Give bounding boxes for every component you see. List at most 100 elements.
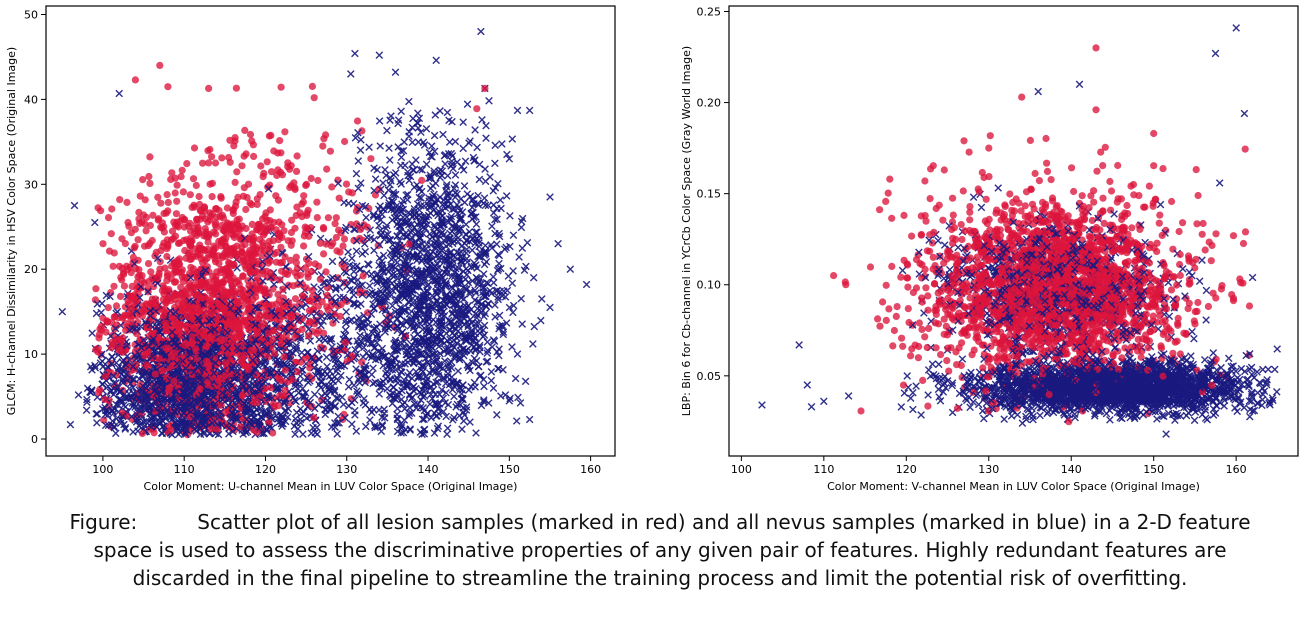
lesion-point — [151, 370, 159, 378]
lesion-point — [248, 137, 256, 145]
lesion-point — [197, 279, 205, 287]
nevus-point — [430, 131, 439, 140]
nevus-point — [405, 368, 414, 377]
lesion-point — [247, 346, 255, 354]
lesion-point — [208, 193, 216, 201]
nevus-point — [458, 425, 466, 433]
lesion-point — [281, 386, 289, 394]
lesion-point — [313, 198, 321, 206]
nevus-point — [379, 179, 387, 187]
lesion-point — [237, 311, 245, 319]
nevus-point — [414, 138, 423, 146]
nevus-point — [434, 378, 442, 386]
lesion-point — [293, 167, 301, 175]
lesion-point — [195, 192, 203, 201]
nevus-point — [483, 338, 492, 346]
lesion-point — [250, 152, 258, 160]
nevus-point — [379, 251, 388, 260]
nevus-point — [350, 381, 358, 389]
lesion-point — [135, 208, 143, 216]
nevus-point — [366, 416, 374, 424]
nevus-point — [494, 364, 502, 373]
lesion-point — [146, 425, 154, 433]
lesion-point — [172, 210, 180, 218]
lesion-point — [246, 269, 254, 277]
lesion-point — [116, 292, 125, 300]
lesion-point — [332, 214, 340, 222]
lesion-point — [101, 372, 109, 381]
nevus-point — [439, 130, 447, 139]
nevus-point — [129, 428, 137, 436]
lesion-point — [320, 135, 328, 143]
lesion-point — [296, 271, 305, 279]
nevus-point — [397, 107, 405, 116]
lesion-point — [120, 282, 128, 290]
lesion-point — [280, 353, 288, 361]
nevus-point — [379, 205, 387, 213]
lesion-point — [305, 319, 313, 327]
lesion-point — [94, 348, 102, 356]
nevus-point — [487, 376, 496, 385]
nevus-point — [428, 386, 437, 395]
nevus-point — [339, 400, 348, 409]
lesion-point — [146, 239, 154, 247]
nevus-point — [496, 196, 505, 204]
nevus-point — [459, 166, 468, 174]
nevus-point — [463, 190, 472, 198]
lesion-point — [253, 200, 261, 208]
nevus-point — [489, 187, 498, 195]
lesion-point — [178, 166, 186, 174]
nevus-point — [88, 329, 96, 337]
lesion-point — [353, 117, 362, 125]
lesion-point — [95, 389, 103, 397]
lesion-point — [218, 254, 226, 262]
nevus-point — [502, 192, 511, 200]
lesion-point — [109, 262, 117, 270]
nevus-point — [412, 156, 420, 164]
lesion-point — [347, 221, 355, 229]
lesion-point — [177, 173, 185, 181]
nevus-point — [515, 253, 523, 261]
nevus-point — [317, 285, 325, 293]
nevus-point — [463, 100, 472, 108]
lesion-point — [228, 249, 237, 258]
lesion-point — [316, 275, 324, 283]
lesion-point — [228, 312, 236, 320]
nevus-point — [92, 410, 100, 418]
lesion-point — [253, 195, 261, 203]
lesion-point — [293, 203, 301, 211]
nevus-point — [443, 424, 452, 432]
lesion-point — [304, 206, 312, 214]
lesion-point — [194, 250, 202, 258]
nevus-point — [82, 406, 91, 414]
lesion-point — [230, 205, 238, 213]
lesion-point — [134, 236, 142, 244]
lesion-point — [123, 198, 131, 206]
nevus-point — [389, 171, 398, 179]
lesion-point — [300, 232, 308, 240]
nevus-point — [375, 117, 384, 125]
lesion-point — [167, 236, 175, 244]
lesion-point — [118, 235, 126, 243]
lesion-point — [178, 321, 186, 330]
lesion-point — [131, 76, 139, 84]
lesion-point — [365, 204, 373, 213]
nevus-point — [489, 278, 498, 287]
lesion-point — [173, 181, 181, 189]
lesion-point — [267, 131, 275, 139]
nevus-point — [322, 353, 331, 361]
lesion-point — [237, 248, 246, 256]
lesion-point — [167, 175, 175, 183]
lesion-point — [138, 429, 146, 438]
lesion-point — [146, 179, 154, 187]
nevus-point — [508, 343, 516, 351]
nevus-point — [489, 384, 498, 392]
lesion-point — [212, 213, 220, 221]
lesion-point — [132, 265, 140, 273]
nevus-point — [70, 201, 79, 210]
lesion-point — [212, 282, 220, 290]
lesion-point — [242, 205, 250, 214]
nevus-point — [112, 429, 120, 438]
lesion-point — [418, 176, 426, 184]
